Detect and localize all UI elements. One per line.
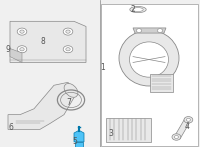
- Ellipse shape: [130, 42, 168, 77]
- Circle shape: [66, 30, 70, 33]
- Text: 1: 1: [101, 63, 105, 72]
- Polygon shape: [173, 118, 192, 139]
- Circle shape: [174, 136, 178, 138]
- Text: 6: 6: [9, 123, 13, 132]
- Circle shape: [184, 117, 193, 123]
- Circle shape: [66, 48, 70, 51]
- Ellipse shape: [64, 83, 78, 97]
- Polygon shape: [10, 21, 86, 62]
- Circle shape: [17, 28, 27, 35]
- Ellipse shape: [130, 6, 146, 13]
- Text: 9: 9: [6, 45, 10, 54]
- Circle shape: [63, 28, 73, 35]
- Circle shape: [63, 46, 73, 53]
- Polygon shape: [74, 131, 84, 142]
- Polygon shape: [8, 82, 76, 129]
- Circle shape: [20, 30, 24, 33]
- Circle shape: [157, 29, 163, 32]
- FancyBboxPatch shape: [101, 4, 198, 146]
- Text: 7: 7: [67, 98, 71, 107]
- FancyBboxPatch shape: [106, 118, 151, 142]
- Text: 4: 4: [185, 122, 189, 131]
- Circle shape: [17, 46, 27, 53]
- Circle shape: [186, 118, 190, 121]
- Circle shape: [136, 29, 142, 32]
- Ellipse shape: [119, 30, 179, 86]
- Polygon shape: [10, 49, 22, 62]
- Text: 3: 3: [109, 129, 113, 138]
- Text: 2: 2: [131, 5, 135, 14]
- Polygon shape: [133, 28, 166, 33]
- FancyBboxPatch shape: [150, 74, 173, 92]
- Polygon shape: [75, 142, 83, 147]
- Text: 5: 5: [73, 137, 77, 146]
- Ellipse shape: [133, 8, 143, 11]
- Circle shape: [172, 134, 181, 140]
- Circle shape: [20, 48, 24, 51]
- Text: 8: 8: [41, 37, 45, 46]
